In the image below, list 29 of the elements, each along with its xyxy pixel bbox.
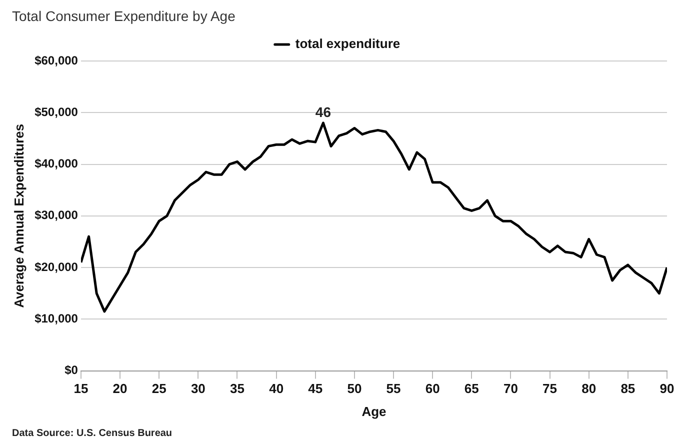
- x-tick-label: 20: [112, 381, 128, 396]
- y-tick-label: $20,000: [34, 260, 78, 274]
- annotation: 46: [315, 104, 332, 120]
- chart-title: Total Consumer Expenditure by Age: [12, 8, 236, 24]
- y-tick-label: $30,000: [34, 208, 78, 222]
- x-tick-label: 65: [464, 381, 479, 396]
- x-tick-label: 60: [425, 381, 440, 396]
- x-tick-label: 50: [347, 381, 362, 396]
- x-tick-label: 55: [386, 381, 401, 396]
- y-tick-label: $50,000: [34, 104, 78, 119]
- y-tick-label: $40,000: [34, 156, 78, 171]
- x-tick-label: 85: [620, 381, 636, 396]
- y-tick-label: $60,000: [34, 53, 78, 68]
- legend-label: total expenditure: [295, 36, 400, 52]
- source-note: Data Source: U.S. Census Bureau: [12, 428, 172, 439]
- y-tick-label: $0: [64, 363, 78, 378]
- x-tick-label: 30: [190, 381, 206, 396]
- x-tick-label: 75: [542, 381, 558, 396]
- x-tick-label: 25: [152, 381, 166, 396]
- x-tick-label: 70: [503, 381, 518, 396]
- y-tick-label: $10,000: [34, 311, 78, 326]
- x-axis-title: Age: [362, 404, 386, 419]
- x-tick-label: 40: [269, 381, 284, 396]
- x-tick-label: 15: [74, 381, 88, 396]
- x-tick-label: 45: [308, 381, 323, 396]
- x-tick-label: 35: [230, 381, 244, 396]
- y-axis-title: Average Annual Expenditures: [11, 124, 26, 308]
- x-tick-label: 80: [582, 381, 596, 396]
- x-tick-label: 90: [660, 381, 674, 396]
